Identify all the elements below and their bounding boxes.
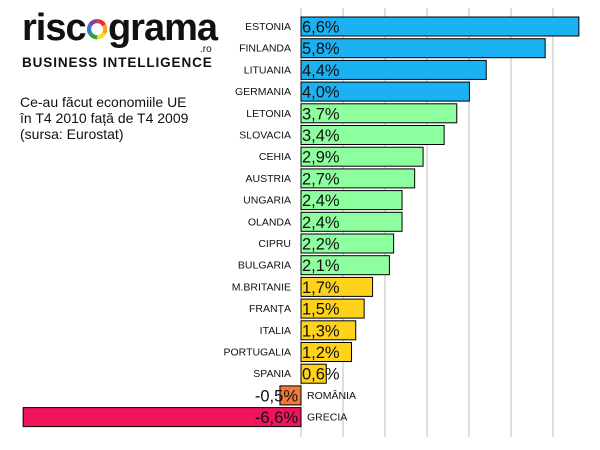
chart-description: Ce-au făcut economiile UE în T4 2010 faț… xyxy=(20,94,220,142)
logo-word-left: risc xyxy=(22,7,87,49)
value-label: 0,6% xyxy=(302,366,340,384)
category-label: SPANIA xyxy=(253,368,291,380)
logo-tagline: BUSINESS INTELLIGENCE xyxy=(22,55,213,70)
category-label: CEHIA xyxy=(259,151,291,163)
category-label: ESTONIA xyxy=(245,21,291,33)
logo-domain: .ro xyxy=(200,44,212,55)
category-label: GRECIA xyxy=(307,412,347,424)
bar-italia xyxy=(300,320,357,341)
logo-word-right: grama xyxy=(107,7,218,49)
value-label: 2,9% xyxy=(302,149,340,167)
bar-austria xyxy=(300,168,416,189)
category-label: FRANȚA xyxy=(249,303,291,315)
bar-finlanda xyxy=(300,38,546,59)
category-label: M.BRITANIE xyxy=(232,281,291,293)
logo-ring-segment xyxy=(87,19,98,27)
logo-ring-icon xyxy=(86,19,107,40)
bar-franța xyxy=(300,298,365,319)
value-label: 5,8% xyxy=(302,40,340,58)
bar-slovacia xyxy=(300,125,445,145)
value-label: 1,2% xyxy=(302,344,340,362)
value-label: 2,7% xyxy=(302,170,340,188)
logo-ring-segment xyxy=(86,24,92,35)
value-label: 6,6% xyxy=(302,19,340,37)
category-label: PORTUGALIA xyxy=(224,347,292,359)
value-label: 4,0% xyxy=(302,84,340,102)
logo-ring-segment xyxy=(96,19,106,27)
value-label: 2,2% xyxy=(302,236,340,254)
value-label: 2,4% xyxy=(302,192,340,210)
value-label: 4,4% xyxy=(302,62,340,80)
value-label: 2,4% xyxy=(302,214,340,232)
riscograma-logo: risc grama .ro BUSINESS INTELLIGENCE xyxy=(22,7,218,70)
value-label: 1,3% xyxy=(302,322,340,340)
category-label: CIPRU xyxy=(258,238,291,250)
value-label: 1,7% xyxy=(302,279,340,297)
bar-ungaria xyxy=(300,190,403,211)
bar-cehia xyxy=(300,146,424,167)
bar-lituania xyxy=(300,59,487,80)
category-label: BULGARIA xyxy=(238,260,291,272)
category-label: AUSTRIA xyxy=(245,173,291,185)
description-line-2: în T4 2010 față de T4 2009 xyxy=(20,110,189,126)
category-label: GERMANIA xyxy=(235,86,291,98)
value-label: 1,5% xyxy=(302,301,340,319)
category-label: OLANDA xyxy=(248,216,291,228)
logo-ring-segment xyxy=(101,24,107,35)
bar-olanda xyxy=(300,211,403,232)
value-label: 3,4% xyxy=(302,127,340,145)
description-line-1: Ce-au făcut economiile UE xyxy=(20,94,187,110)
bar-estonia xyxy=(300,16,580,37)
logo-ring-segment xyxy=(87,31,98,40)
bar-germania xyxy=(300,81,470,102)
bars xyxy=(22,16,580,428)
bar-spania xyxy=(300,363,327,384)
value-label: -6,6% xyxy=(255,409,298,427)
category-label: LETONIA xyxy=(246,108,291,120)
bar-portugalia xyxy=(300,342,353,362)
labels: ESTONIA 6,6% FINLANDA 5,8% LITUANIA 4,4% GERMA… xyxy=(224,19,357,428)
value-label: 2,1% xyxy=(302,257,340,275)
bar-grecia xyxy=(22,407,302,428)
bar-m.britanie xyxy=(300,276,374,297)
bar-cipru xyxy=(300,233,395,254)
description-line-3: (sursa: Eurostat) xyxy=(20,126,124,142)
logo-ring-segment xyxy=(96,31,106,40)
value-label: -0,5% xyxy=(255,387,298,405)
bar-românia xyxy=(279,385,302,406)
category-label: ROMÂNIA xyxy=(307,389,356,402)
bar-bulgaria xyxy=(300,255,390,276)
category-label: UNGARIA xyxy=(243,195,291,207)
category-label: ITALIA xyxy=(260,325,291,337)
category-label: LITUANIA xyxy=(244,64,291,76)
category-label: FINLANDA xyxy=(239,43,291,55)
category-label: SLOVACIA xyxy=(239,130,291,142)
bar-letonia xyxy=(300,103,458,124)
value-label: 3,7% xyxy=(302,105,340,123)
